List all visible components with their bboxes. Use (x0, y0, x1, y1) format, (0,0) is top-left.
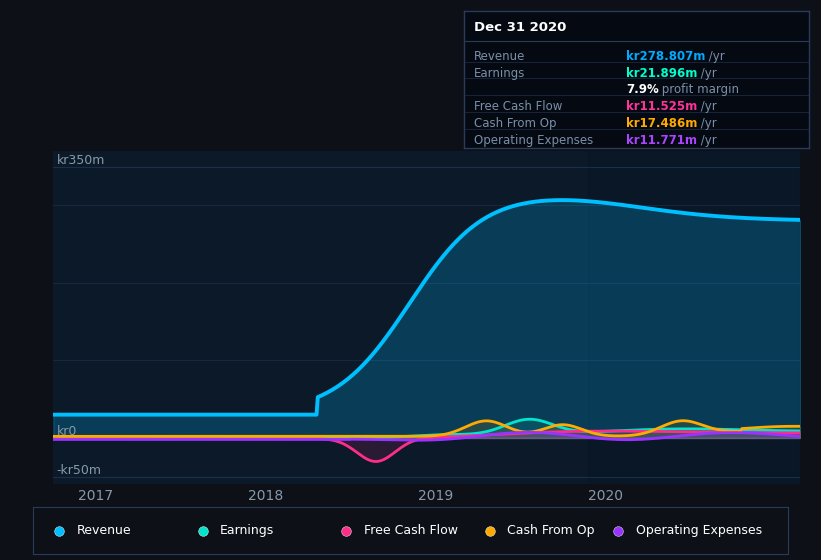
Text: kr11.771m: kr11.771m (626, 134, 697, 147)
Text: /yr: /yr (705, 50, 725, 63)
Text: Revenue: Revenue (76, 524, 131, 537)
Text: /yr: /yr (697, 100, 717, 113)
Text: Operating Expenses: Operating Expenses (635, 524, 762, 537)
Text: kr17.486m: kr17.486m (626, 117, 697, 130)
Text: Cash From Op: Cash From Op (507, 524, 594, 537)
Text: /yr: /yr (697, 134, 717, 147)
Text: -kr50m: -kr50m (57, 464, 102, 477)
Text: kr11.525m: kr11.525m (626, 100, 697, 113)
Text: kr350m: kr350m (57, 153, 105, 167)
Text: Earnings: Earnings (220, 524, 274, 537)
Text: profit margin: profit margin (658, 83, 739, 96)
Text: 7.9%: 7.9% (626, 83, 658, 96)
Text: Cash From Op: Cash From Op (475, 117, 557, 130)
Text: kr0: kr0 (57, 425, 77, 438)
Text: /yr: /yr (697, 117, 717, 130)
Text: Free Cash Flow: Free Cash Flow (364, 524, 457, 537)
Text: Dec 31 2020: Dec 31 2020 (475, 21, 566, 34)
Text: kr21.896m: kr21.896m (626, 67, 697, 80)
Text: /yr: /yr (697, 67, 717, 80)
Text: kr278.807m: kr278.807m (626, 50, 705, 63)
Bar (588, 151, 800, 484)
Text: Operating Expenses: Operating Expenses (475, 134, 594, 147)
Text: Earnings: Earnings (475, 67, 525, 80)
Text: Revenue: Revenue (475, 50, 525, 63)
Text: Free Cash Flow: Free Cash Flow (475, 100, 562, 113)
